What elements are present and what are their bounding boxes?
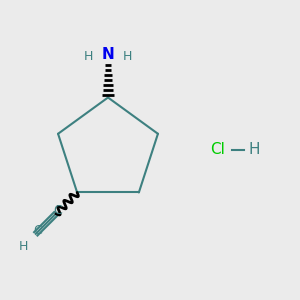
Text: C: C — [33, 224, 42, 237]
Text: H: H — [249, 142, 260, 158]
Text: H: H — [19, 240, 28, 253]
Text: H: H — [122, 50, 132, 63]
Text: H: H — [84, 50, 94, 63]
Text: N: N — [102, 47, 114, 62]
Text: C: C — [53, 204, 62, 217]
Text: Cl: Cl — [210, 142, 225, 158]
